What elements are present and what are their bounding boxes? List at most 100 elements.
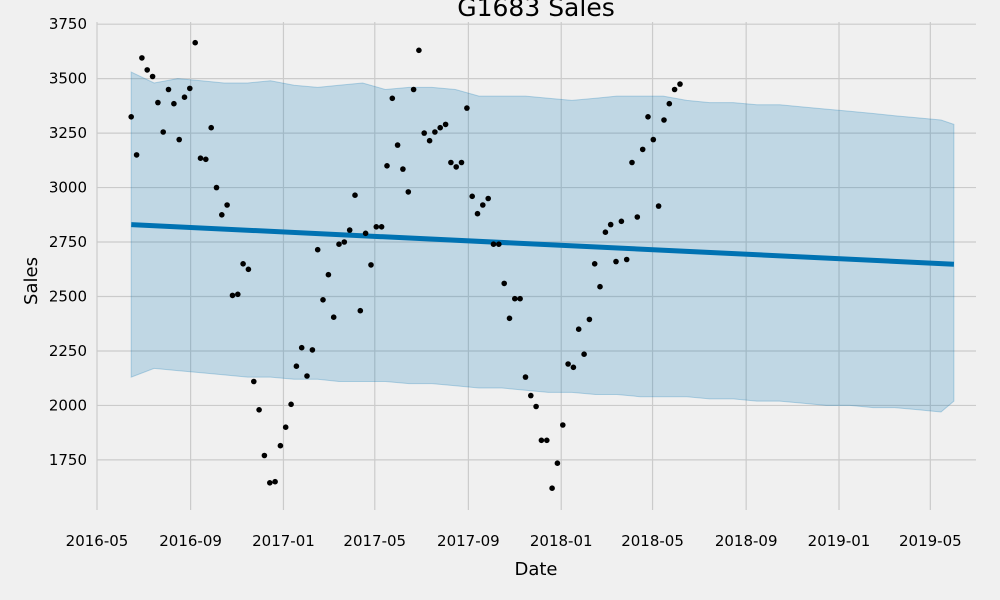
- data-point: [554, 460, 561, 467]
- data-point: [538, 437, 545, 444]
- data-point: [245, 266, 252, 273]
- x-tick-label: 2018-05: [621, 532, 684, 550]
- data-point: [677, 81, 683, 87]
- data-point: [442, 121, 449, 128]
- data-point: [346, 227, 353, 233]
- data-point: [357, 307, 364, 314]
- data-point: [645, 114, 651, 120]
- data-point: [373, 224, 380, 230]
- data-point: [623, 256, 630, 263]
- data-points: [128, 39, 683, 492]
- x-tick-label: 2017-05: [343, 532, 406, 550]
- y-tick-label: 3250: [49, 124, 87, 142]
- data-point: [128, 114, 134, 120]
- data-point: [458, 159, 465, 166]
- data-point: [490, 241, 497, 247]
- data-point: [203, 156, 209, 163]
- x-tick-label: 2016-09: [159, 532, 222, 550]
- data-point: [320, 297, 326, 303]
- data-point: [469, 193, 476, 200]
- data-point: [613, 258, 619, 265]
- data-point: [389, 95, 396, 102]
- data-point: [325, 271, 332, 278]
- y-tick-label: 2500: [49, 288, 87, 306]
- data-point: [528, 392, 534, 399]
- data-point: [549, 485, 555, 492]
- data-point: [309, 347, 316, 353]
- data-point: [235, 291, 241, 298]
- data-point: [176, 136, 182, 143]
- data-point: [512, 295, 518, 302]
- x-tick-label: 2017-09: [437, 532, 500, 550]
- chart-title: G1683 Sales: [457, 0, 614, 22]
- data-point: [341, 239, 348, 245]
- data-point: [517, 295, 523, 302]
- data-point: [586, 316, 593, 323]
- data-point: [219, 212, 225, 218]
- data-point: [661, 117, 667, 123]
- trend-line: [131, 222, 955, 267]
- data-point: [634, 214, 641, 220]
- y-axis-ticks: 1750 2000 2250 2500 2750 3000 3250 3500 3750: [49, 15, 87, 469]
- x-tick-label: 2018-01: [530, 532, 593, 550]
- data-point: [336, 241, 342, 247]
- data-point: [144, 67, 150, 73]
- data-point: [666, 100, 673, 107]
- data-point: [272, 478, 278, 485]
- data-point: [384, 163, 390, 169]
- data-point: [362, 230, 369, 237]
- data-point: [650, 136, 657, 143]
- data-point: [453, 164, 460, 170]
- data-point: [378, 224, 385, 230]
- data-point: [565, 361, 571, 367]
- data-point: [496, 241, 502, 247]
- data-point: [293, 363, 300, 370]
- data-point: [501, 280, 508, 287]
- data-point: [165, 86, 172, 93]
- data-point: [416, 47, 422, 54]
- data-point: [629, 159, 635, 166]
- data-point: [464, 105, 470, 111]
- data-point: [544, 437, 550, 444]
- data-point: [208, 124, 214, 131]
- y-tick-label: 3750: [49, 15, 87, 33]
- data-point: [330, 314, 337, 321]
- data-point: [229, 292, 236, 299]
- data-point: [421, 130, 428, 136]
- data-point: [155, 99, 161, 106]
- data-point: [602, 229, 609, 235]
- y-tick-label: 3500: [49, 70, 87, 88]
- data-point: [597, 283, 603, 290]
- data-point: [267, 480, 273, 486]
- data-point: [277, 442, 284, 449]
- data-point: [655, 203, 662, 209]
- data-point: [197, 155, 204, 161]
- data-point: [394, 142, 401, 148]
- data-point: [282, 424, 289, 431]
- x-tick-label: 2017-01: [252, 532, 315, 550]
- data-point: [591, 261, 598, 267]
- data-point: [474, 210, 481, 217]
- data-point: [560, 422, 566, 428]
- data-point: [181, 94, 188, 100]
- data-point: [261, 452, 268, 459]
- y-axis-label: Sales: [21, 257, 42, 305]
- data-point: [607, 221, 614, 228]
- data-point: [575, 326, 582, 333]
- data-point: [671, 86, 678, 93]
- data-point: [618, 218, 625, 225]
- data-point: [139, 55, 145, 61]
- data-point: [149, 73, 156, 80]
- data-point: [400, 166, 406, 172]
- data-point: [187, 85, 193, 92]
- data-point: [480, 202, 486, 208]
- data-point: [304, 373, 310, 379]
- data-point: [240, 261, 246, 267]
- data-point: [192, 39, 198, 46]
- x-tick-label: 2016-05: [66, 532, 129, 550]
- data-point: [368, 262, 374, 268]
- data-point: [251, 378, 257, 385]
- data-point: [570, 364, 577, 371]
